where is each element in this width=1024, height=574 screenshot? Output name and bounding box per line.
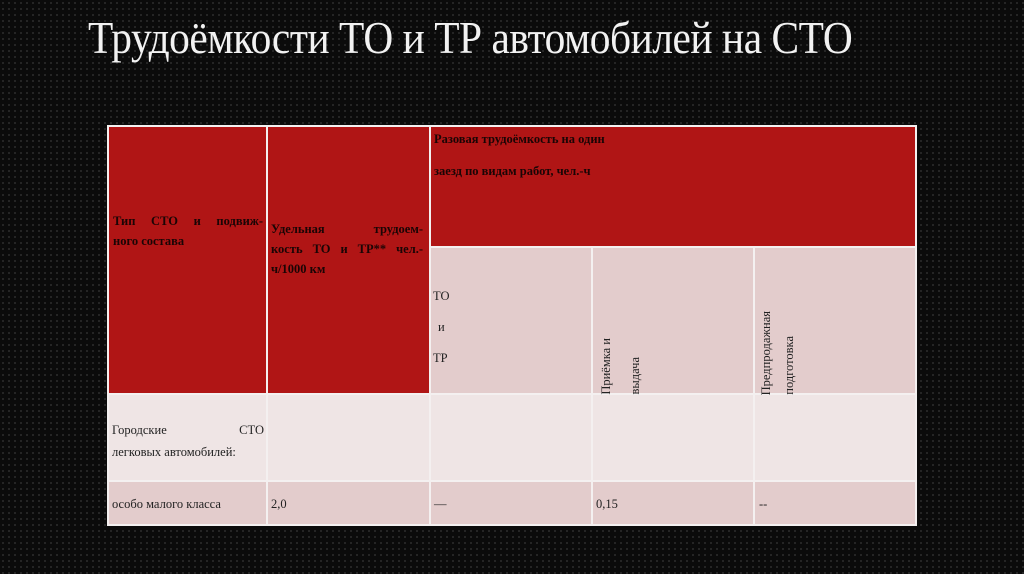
header-sto-type: Тип СТО и подвиж- ного состава — [107, 125, 268, 395]
header-to-tr-line3: ТР — [433, 351, 448, 365]
header-presale-line1: Предпродажная — [759, 310, 773, 395]
table-row-city-sto-to-tr — [431, 395, 593, 482]
header-specific-line3: ч/1000 км — [271, 262, 326, 276]
row2-to-tr: — — [434, 497, 447, 511]
table-row-city-sto-presale — [755, 395, 917, 482]
header-presale-line2: подготовка — [782, 336, 796, 395]
row2-reception: 0,15 — [596, 497, 618, 511]
table-row-city-sto-name: Городские СТО легковых автомобилей: — [107, 395, 268, 482]
header-sto-type-line2: ного состава — [113, 234, 185, 248]
header-group-line1: Разовая трудоёмкость на один — [434, 132, 605, 146]
row2-presale: -- — [759, 497, 768, 511]
header-specific-line2: кость ТО и ТР** чел.- — [271, 242, 423, 256]
table-row-city-sto-specific — [268, 395, 431, 482]
header-reception-line2: выдача — [628, 357, 642, 395]
table-row-extra-small-name: особо малого класса — [107, 482, 268, 526]
row2-name: особо малого класса — [112, 497, 221, 511]
table-row-extra-small-reception: 0,15 — [593, 482, 755, 526]
labor-intensity-table: Тип СТО и подвиж- ного состава Удельная … — [107, 125, 917, 526]
table-row-city-sto-reception — [593, 395, 755, 482]
header-sto-type-line1: Тип СТО и подвиж- — [113, 214, 263, 228]
row1-name-line1: Городские СТО — [112, 423, 264, 437]
header-to-tr-line2: и — [438, 320, 445, 334]
slide-title: Трудоёмкости ТО и ТР автомобилей на СТО — [88, 13, 853, 63]
header-presale-preparation: Предпродажная подготовка — [755, 248, 917, 395]
header-reception-delivery: Приёмка и выдача — [593, 248, 755, 395]
table-row-extra-small-to-tr: — — [431, 482, 593, 526]
header-reception-line1: Приёмка и — [599, 338, 613, 395]
row1-name-line2: легковых автомобилей: — [112, 445, 236, 459]
header-specific-line1: Удельная трудоем- — [271, 222, 423, 236]
header-to-tr-line1: ТО — [433, 289, 450, 303]
row2-specific: 2,0 — [271, 497, 287, 511]
header-group-line2: заезд по видам работ, чел.-ч — [434, 164, 591, 178]
header-specific-intensity: Удельная трудоем- кость ТО и ТР** чел.- … — [268, 125, 431, 395]
table-row-extra-small-specific: 2,0 — [268, 482, 431, 526]
table-row-extra-small-presale: -- — [755, 482, 917, 526]
header-one-time-intensity: Разовая трудоёмкость на один заезд по ви… — [431, 125, 917, 248]
header-to-tr: ТО и ТР — [431, 248, 593, 395]
